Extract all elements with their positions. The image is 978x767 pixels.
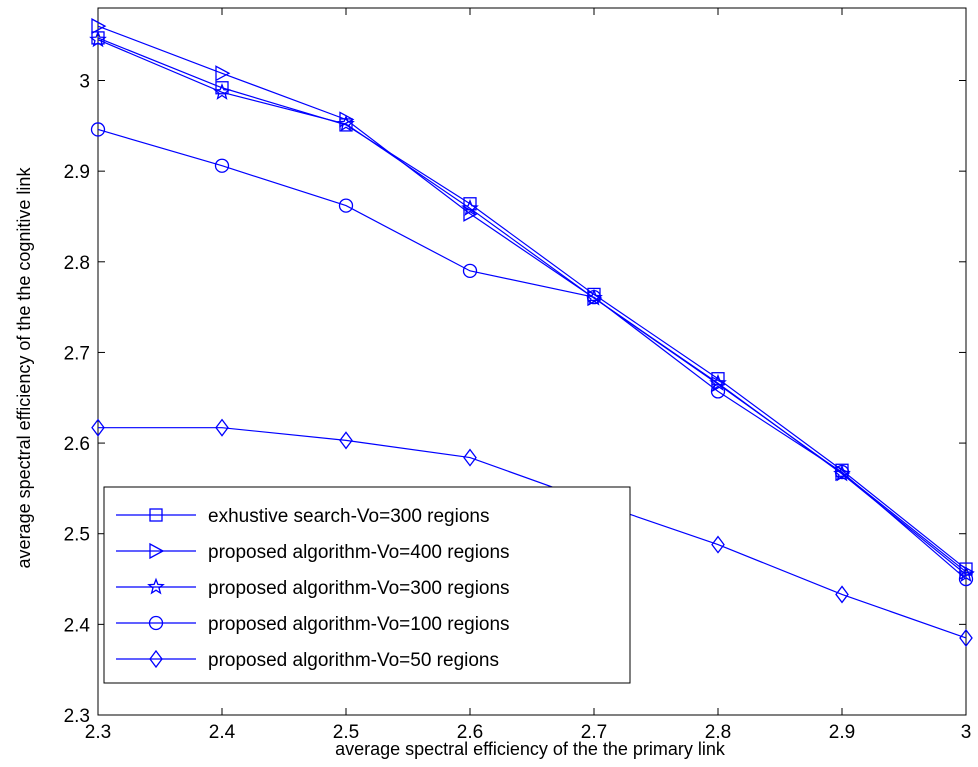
legend-box — [103, 486, 631, 684]
y-tick-label: 2.7 — [64, 343, 90, 364]
y-tick-label: 2.8 — [64, 253, 90, 274]
y-tick-label: 3 — [79, 72, 90, 93]
x-tick-label: 2.5 — [333, 722, 359, 743]
legend-entry: exhustive search-Vo=300 regions — [116, 506, 489, 527]
x-tick-label: 2.3 — [85, 722, 111, 743]
y-tick-label: 2.9 — [64, 162, 90, 183]
data-point — [586, 289, 602, 305]
x-axis-label: average spectral efficiency of the the p… — [335, 739, 726, 759]
y-axis-label: average spectral efficiency of the the c… — [14, 167, 34, 569]
legend-marker — [147, 577, 165, 595]
data-point — [337, 114, 355, 132]
data-point — [462, 263, 478, 279]
x-axis-ticks: 2.3 2.4 2.5 2.6 2.7 2.8 2.9 3 — [85, 8, 972, 743]
data-point — [214, 158, 230, 173]
series-line — [98, 427, 967, 639]
data-point — [91, 18, 107, 35]
legend-marker — [149, 649, 163, 669]
y-tick-label: 2.5 — [64, 525, 90, 546]
legend-label: proposed algorithm-Vo=100 regions — [208, 614, 510, 635]
legend-label: proposed algorithm-Vo=400 regions — [208, 542, 510, 563]
data-point — [463, 205, 479, 222]
legend-label: proposed algorithm-Vo=300 regions — [208, 578, 510, 599]
data-point — [959, 628, 973, 648]
legend-entry: proposed algorithm-Vo=50 regions — [116, 649, 499, 671]
y-tick-label: 2.6 — [64, 434, 90, 455]
data-point — [215, 81, 229, 95]
x-tick-label: 2.9 — [829, 722, 855, 743]
y-tick-label: 2.4 — [64, 615, 91, 636]
x-tick-label: 2.4 — [209, 722, 236, 743]
legend-label: exhustive search-Vo=300 regions — [208, 506, 489, 527]
legend-entry: proposed algorithm-Vo=100 regions — [116, 614, 510, 635]
data-point — [90, 122, 106, 137]
legend-marker — [149, 508, 163, 522]
data-point — [833, 464, 851, 482]
legend-entry: proposed algorithm-Vo=300 regions — [116, 577, 510, 599]
data-point — [213, 82, 231, 100]
data-point — [89, 30, 107, 48]
data-point — [834, 464, 850, 480]
data-point — [957, 565, 975, 583]
y-axis-ticks: 2.3 2.4 2.5 2.6 2.7 2.8 2.9 3 — [64, 72, 966, 727]
data-point — [711, 376, 727, 393]
series-line — [97, 128, 967, 580]
series-4 — [90, 122, 974, 587]
data-point — [461, 199, 479, 216]
data-point — [91, 418, 105, 437]
series-5 — [91, 418, 973, 648]
data-point — [338, 198, 354, 213]
data-point — [711, 535, 725, 554]
data-point — [215, 418, 229, 437]
data-point — [339, 431, 353, 450]
data-point — [339, 111, 355, 128]
x-tick-label: 2.8 — [705, 722, 731, 743]
y-tick-label: 2.3 — [64, 706, 90, 727]
data-point — [835, 585, 849, 604]
data-point — [710, 384, 726, 399]
x-tick-label: 2.7 — [581, 722, 607, 743]
legend-entry: proposed algorithm-Vo=400 regions — [116, 542, 510, 563]
legend: exhustive search-Vo=300 regions proposed … — [103, 486, 631, 684]
data-point — [958, 571, 974, 587]
series-layer — [89, 18, 975, 648]
data-point — [463, 448, 477, 467]
data-point — [709, 373, 727, 391]
data-point — [215, 65, 231, 82]
series-line — [97, 37, 967, 570]
x-tick-label: 3 — [961, 722, 972, 743]
legend-marker — [148, 615, 164, 631]
x-tick-label: 2.6 — [457, 722, 483, 743]
legend-label: proposed algorithm-Vo=50 regions — [208, 650, 499, 671]
legend-marker — [149, 542, 165, 560]
